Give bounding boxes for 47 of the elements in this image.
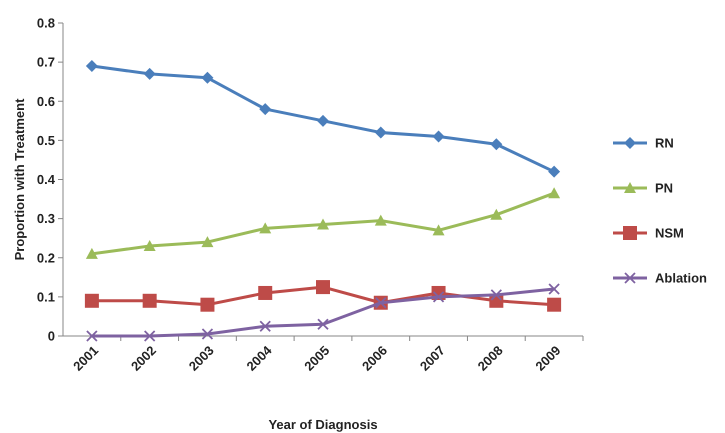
point	[432, 224, 445, 236]
point	[317, 318, 329, 330]
point	[86, 248, 98, 259]
y-tick-label: 0.2	[36, 250, 55, 266]
point	[317, 114, 329, 127]
legend-label: RN	[655, 136, 674, 151]
y-tick-label: 0.4	[36, 172, 56, 188]
point	[259, 103, 272, 116]
y-tick-label: 0.8	[36, 16, 55, 31]
point	[259, 320, 272, 332]
point	[144, 240, 156, 252]
y-tick-label: 0.5	[36, 132, 55, 148]
point	[490, 208, 502, 220]
legend-label: Ablation	[655, 270, 708, 286]
point	[547, 298, 562, 312]
point	[259, 222, 272, 234]
y-axis-title: Proportion with Treatment	[12, 98, 27, 260]
legend-label: PN	[655, 180, 674, 196]
point	[86, 60, 98, 72]
y-tick-label: 0	[48, 328, 55, 344]
point	[490, 138, 502, 150]
point	[200, 298, 214, 312]
point	[86, 330, 98, 342]
point	[201, 236, 214, 248]
point	[490, 289, 502, 301]
point	[144, 330, 156, 342]
point	[202, 328, 214, 340]
point	[432, 290, 444, 303]
y-tick-label: 0.7	[36, 54, 55, 70]
point	[316, 280, 330, 294]
x-axis-title: Year of Diagnosis	[268, 417, 378, 432]
point	[258, 286, 272, 300]
point	[374, 126, 387, 139]
point	[142, 294, 157, 308]
point	[201, 72, 214, 84]
y-tick-label: 0.3	[36, 211, 55, 226]
point	[432, 130, 445, 142]
y-tick-label: 0.6	[36, 94, 55, 109]
point	[144, 68, 156, 80]
point	[548, 187, 560, 198]
legend-label: NSM	[655, 226, 684, 241]
point	[548, 283, 560, 295]
point	[84, 294, 99, 308]
point	[374, 214, 387, 226]
point	[317, 218, 329, 230]
y-tick-label: 0.1	[36, 289, 55, 304]
point	[548, 166, 560, 178]
